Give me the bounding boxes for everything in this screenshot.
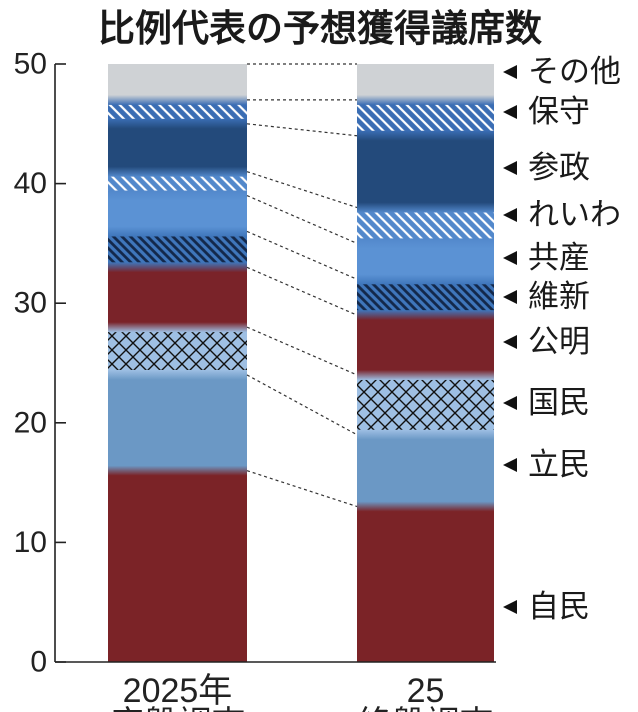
bar-segment	[108, 470, 247, 662]
pointer-arrow-icon	[503, 335, 517, 349]
bar-segment	[357, 243, 494, 280]
y-tick-label: 30	[14, 287, 47, 320]
segment-blend	[357, 429, 494, 440]
legend-label: 自民	[528, 589, 590, 625]
bar-segment	[108, 231, 247, 268]
connector-line	[246, 123, 358, 137]
chart-title: 比例代表の予想獲得議席数	[98, 7, 542, 50]
bar-segment	[357, 434, 494, 507]
legend-item: 自民	[503, 589, 590, 625]
connector-line	[246, 374, 358, 436]
segment-blend	[357, 310, 494, 321]
segment-blend	[108, 190, 247, 201]
bar-segment	[357, 315, 494, 375]
connector-line	[246, 230, 358, 280]
connector-line	[246, 326, 358, 376]
legend-label: 保守	[528, 94, 590, 130]
legend-label: れいわ	[528, 197, 621, 233]
legend-item: 参政	[503, 150, 590, 186]
segment-blend	[108, 166, 247, 177]
bar-segment	[108, 374, 247, 471]
axes: 0 10 20 30 40 50	[14, 48, 496, 679]
legend-item: 立民	[503, 447, 590, 483]
category-labels: 2025年序盤調査 25終盤調査	[110, 672, 494, 712]
bar-segment	[108, 64, 247, 100]
legend-label: 立民	[528, 447, 590, 483]
pointer-arrow-icon	[503, 251, 517, 265]
legend-label: 参政	[528, 150, 590, 186]
x-category-label: 終盤調査	[358, 705, 494, 712]
segment-blend	[357, 130, 494, 141]
bar-segment	[357, 207, 494, 244]
y-tick-label: 10	[14, 526, 47, 559]
bar-segment	[108, 327, 247, 375]
y-tick-label: 50	[14, 48, 47, 81]
bar-segment	[357, 99, 494, 136]
bar-segment	[108, 123, 247, 172]
x-category-label: 25	[407, 672, 445, 710]
connector-lines	[246, 63, 358, 508]
bar-segment	[108, 267, 247, 328]
bar-segment	[108, 195, 247, 232]
bar-segment	[357, 374, 494, 435]
connector-line	[246, 266, 358, 316]
bar-segment	[357, 64, 494, 100]
legend-label: 公明	[528, 324, 590, 360]
pointer-arrow-icon	[503, 290, 517, 304]
x-category-label: 序盤調査	[110, 705, 246, 712]
legend-label: その他	[528, 54, 621, 90]
pointer-arrow-icon	[503, 458, 517, 472]
legend-item: れいわ	[503, 197, 621, 233]
legend-item: 共産	[503, 240, 590, 276]
connector-line	[246, 171, 358, 209]
bar-segment	[108, 171, 247, 196]
legend-item: 保守	[503, 94, 590, 130]
y-tick-label: 20	[14, 406, 47, 439]
x-category-label: 2025年	[123, 672, 233, 710]
bar-segment	[357, 506, 494, 662]
segment-blend	[357, 202, 494, 213]
bar-segment	[108, 99, 247, 124]
bar-segment	[357, 279, 494, 316]
bar-segment	[357, 135, 494, 208]
y-tick-label: 40	[14, 167, 47, 200]
segment-blends	[108, 94, 494, 512]
connector-line	[246, 195, 358, 244]
pointer-arrow-icon	[503, 208, 517, 222]
segment-blend	[357, 238, 494, 249]
pointer-arrow-icon	[503, 396, 517, 410]
legend-label: 国民	[528, 385, 590, 421]
pointer-arrow-icon	[503, 600, 517, 614]
legend-item: その他	[503, 54, 621, 90]
segment-blend	[108, 226, 247, 237]
segment-blend	[108, 262, 247, 273]
segment-blend	[357, 94, 494, 105]
connector-line	[246, 470, 358, 508]
segment-blend	[108, 369, 247, 380]
segment-blend	[357, 274, 494, 285]
legend-item: 国民	[503, 385, 590, 421]
segment-blend	[108, 322, 247, 333]
segment-blend	[357, 501, 494, 512]
segment-blend	[108, 465, 247, 476]
y-tick-label: 0	[30, 646, 47, 679]
legend-label: 維新	[528, 279, 590, 315]
pointer-arrow-icon	[503, 161, 517, 175]
pointer-arrow-icon	[503, 65, 517, 79]
segment-blend	[108, 94, 247, 105]
legend-item: 維新	[503, 279, 590, 315]
pointer-arrow-icon	[503, 105, 517, 119]
segment-blend	[108, 118, 247, 129]
legend-label: 共産	[528, 240, 590, 276]
legend-item: 公明	[503, 324, 590, 360]
segment-blend	[357, 369, 494, 380]
stacked-bars	[108, 64, 494, 662]
